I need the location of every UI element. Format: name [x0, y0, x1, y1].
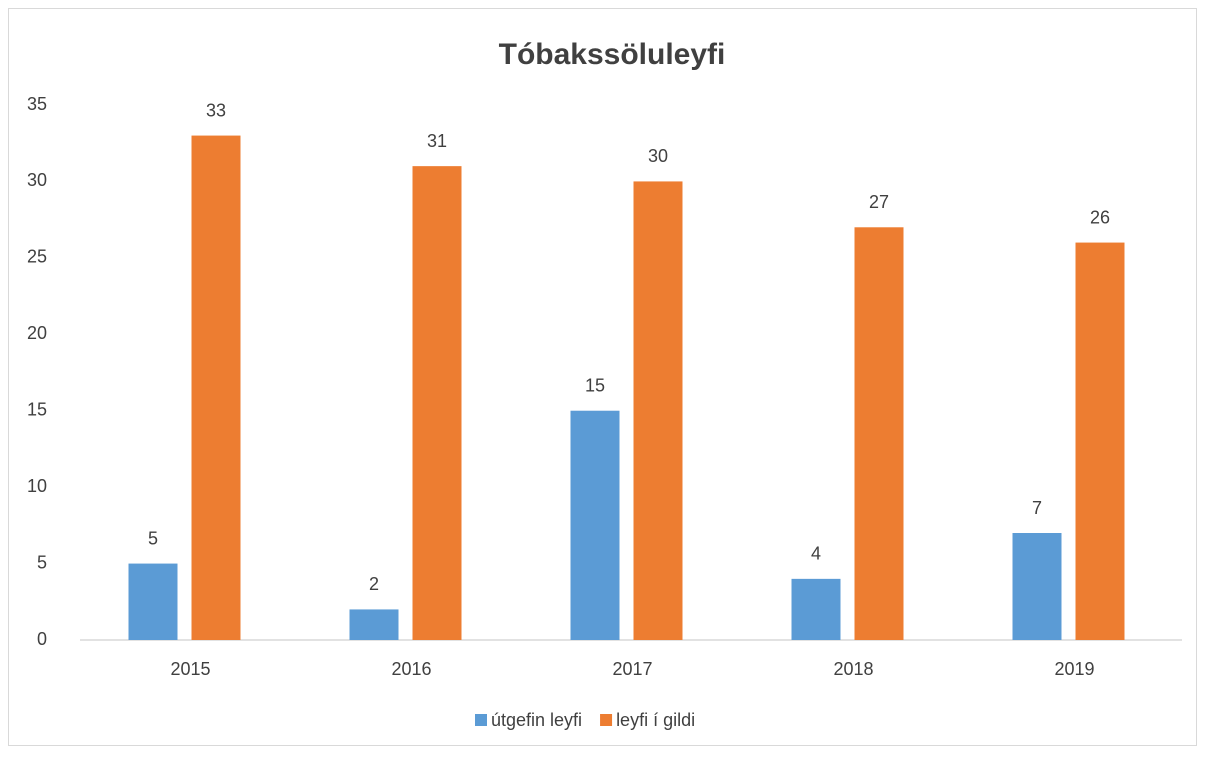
- x-tick-label: 2016: [391, 659, 431, 679]
- y-tick-label: 10: [27, 476, 47, 496]
- y-tick-label: 20: [27, 323, 47, 343]
- y-tick-label: 25: [27, 247, 47, 267]
- x-tick-label: 2015: [170, 659, 210, 679]
- y-tick-label: 35: [27, 94, 47, 114]
- data-label: 7: [1032, 498, 1042, 518]
- bar: [349, 609, 399, 640]
- bar: [570, 410, 620, 640]
- legend-label: útgefin leyfi: [491, 710, 582, 730]
- data-label: 27: [869, 192, 889, 212]
- data-label: 26: [1090, 207, 1110, 227]
- legend-label: leyfi í gildi: [616, 710, 695, 730]
- data-label: 5: [148, 528, 158, 548]
- y-tick-label: 5: [37, 552, 47, 572]
- data-label: 33: [206, 100, 226, 120]
- bar: [633, 181, 683, 640]
- bar: [412, 166, 462, 640]
- x-tick-label: 2017: [612, 659, 652, 679]
- bar: [128, 563, 178, 640]
- data-label: 15: [585, 375, 605, 395]
- y-tick-label: 0: [37, 629, 47, 649]
- legend-swatch: [600, 714, 613, 726]
- bar: [1012, 533, 1062, 640]
- data-label: 31: [427, 131, 447, 151]
- bar: [1075, 242, 1125, 641]
- bar: [791, 578, 841, 640]
- y-tick-label: 30: [27, 170, 47, 190]
- bar: [854, 227, 904, 641]
- x-tick-label: 2019: [1054, 659, 1094, 679]
- data-label: 30: [648, 146, 668, 166]
- bar: [191, 135, 241, 641]
- y-tick-label: 15: [27, 399, 47, 419]
- data-label: 4: [811, 544, 821, 564]
- legend-swatch: [475, 714, 487, 726]
- chart-title: Tóbakssöluleyfi: [499, 38, 726, 71]
- data-label: 2: [369, 574, 379, 594]
- x-tick-label: 2018: [833, 659, 873, 679]
